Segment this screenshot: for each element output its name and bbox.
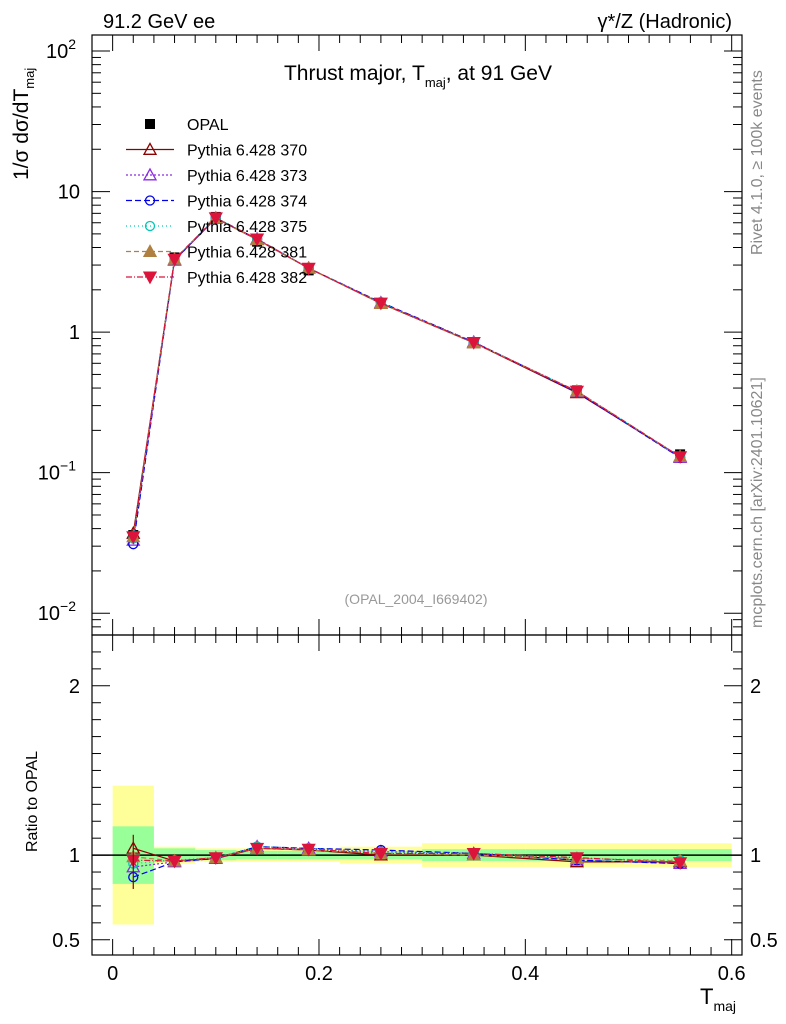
y-axis-label-main: 1/σ dσ/dTmaj <box>10 68 37 180</box>
mcplots-label: mcplots.cern.ch [arXiv:2401.10621] <box>749 377 766 628</box>
y-tick-label-ratio-right: 1 <box>750 845 761 867</box>
y-tick-label-ratio: 2 <box>69 676 80 698</box>
y-tick-label-main: 10−2 <box>38 598 76 625</box>
x-tick-label: 0.6 <box>718 963 746 985</box>
series-point-main <box>126 531 141 545</box>
series-line-main <box>132 217 681 537</box>
series-point-ratio <box>301 843 316 857</box>
plot-title-main: Thrust major, T <box>284 62 425 85</box>
y-axis-label-main-sub: maj <box>22 68 37 89</box>
plot-title: Thrust major, Tmaj, at 91 GeV <box>284 62 552 90</box>
y-axis-label-ratio: Ratio to OPAL <box>24 751 41 852</box>
y-tick-label-base: 10 <box>38 463 60 485</box>
legend-marker <box>142 244 158 257</box>
header-right-label: γ*/Z (Hadronic) <box>598 11 732 33</box>
legend-marker <box>144 220 156 232</box>
legend-marker <box>142 167 158 181</box>
series-point-ratio <box>208 852 223 865</box>
legend-label: Pythia 6.428 374 <box>187 194 307 211</box>
legend-marker <box>142 142 158 155</box>
legend-marker <box>142 271 158 285</box>
series-point-ratio <box>466 847 481 861</box>
y-tick-label-main: 10 <box>58 182 80 204</box>
x-tick-label: 0.2 <box>305 963 333 985</box>
legend-label: Pythia 6.428 381 <box>187 245 307 262</box>
legend-label: Pythia 6.428 382 <box>187 270 307 287</box>
series-point-ratio <box>249 842 265 856</box>
y-tick-label-exp: −1 <box>60 458 76 474</box>
series-point-main <box>301 262 316 276</box>
x-axis-label-text: T <box>700 984 713 1009</box>
y-tick-label-main: 102 <box>46 36 76 63</box>
y-tick-label-base: 10 <box>58 182 80 204</box>
ratio-series-layer <box>126 834 688 889</box>
series-point-main <box>569 385 585 399</box>
y-tick-label-base: 10 <box>46 41 68 63</box>
y-tick-label-main: 1 <box>69 322 80 344</box>
legend-label: Pythia 6.428 370 <box>187 143 307 160</box>
legend-marker-opal <box>145 119 155 129</box>
series-point-main <box>672 451 688 464</box>
x-tick-label: 0.4 <box>511 963 539 985</box>
series-point-main <box>249 233 265 247</box>
series-line-main <box>132 217 681 539</box>
series-point-ratio <box>167 855 182 869</box>
series-point-main <box>208 212 223 226</box>
series-point-main <box>466 336 481 350</box>
legend-label: Pythia 6.428 375 <box>187 219 307 236</box>
series-point-ratio <box>569 852 585 865</box>
legend-marker <box>144 195 156 206</box>
y-tick-label-ratio-right: 0.5 <box>750 930 778 952</box>
x-axis-label: Tmaj <box>700 984 736 1014</box>
legend: OPAL Pythia 6.428 370 Pythia 6.428 373 Pyth… <box>126 117 307 287</box>
series-point-main <box>167 253 182 267</box>
y-axis-label-main-text: 1/σ dσ/dT <box>10 89 33 180</box>
plot-title-tail: , at 91 GeV <box>446 62 552 85</box>
legend-label-opal: OPAL <box>187 117 229 134</box>
series-point-main <box>373 297 388 311</box>
analysis-id-label: (OPAL_2004_I669402) <box>345 591 488 607</box>
y-tick-label-ratio: 0.5 <box>52 930 80 952</box>
series-line-main <box>132 217 681 545</box>
header-left-label: 91.2 GeV ee <box>103 11 215 33</box>
series-point-ratio <box>672 857 688 871</box>
rivet-version-label: Rivet 4.1.0, ≥ 100k events <box>749 70 766 255</box>
x-tick-label: 0 <box>107 963 118 985</box>
y-tick-label-base: 1 <box>69 322 80 344</box>
x-axis-label-sub: maj <box>713 998 736 1014</box>
y-tick-label-ratio-right: 2 <box>750 676 761 698</box>
y-tick-label-ratio: 1 <box>69 845 80 867</box>
y-tick-label-exp: 2 <box>68 36 76 52</box>
ratio-frame <box>91 634 743 956</box>
y-tick-label-base: 10 <box>38 603 60 625</box>
plot-title-sub: maj <box>425 75 446 90</box>
y-tick-label-main: 10−1 <box>38 458 76 485</box>
series-point-ratio <box>373 847 388 861</box>
series-line-main <box>132 217 681 534</box>
main-series-layer <box>126 210 688 550</box>
legend-label: Pythia 6.428 373 <box>187 168 307 185</box>
series-line-main <box>132 217 681 537</box>
series-line-main <box>132 217 681 541</box>
y-tick-label-exp: −2 <box>60 598 76 614</box>
